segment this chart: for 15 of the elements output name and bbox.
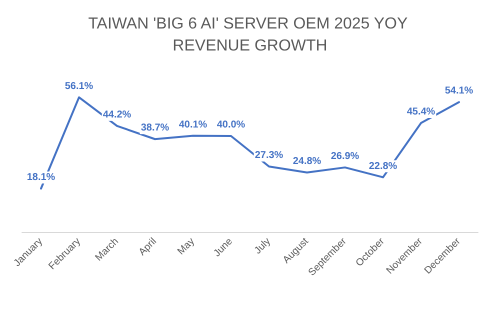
data-label: 18.1% [26,172,56,184]
data-label: 26.9% [330,150,360,162]
data-label: 24.8% [292,156,322,167]
x-tick-label: May [176,236,197,258]
data-label: 22.8% [368,160,398,172]
data-label: 44.2% [102,109,132,120]
data-label: 45.4% [406,106,436,118]
data-label: 40.1% [178,119,208,130]
x-tick-label: July [252,236,273,256]
data-label: 38.7% [140,122,170,134]
data-label: 56.1% [64,80,94,92]
data-label: 27.3% [254,150,284,161]
data-label: 40.0% [216,120,246,130]
chart-title: TAIWAN 'BIG 6 AI' SERVER OEM 2025 YOY REVENUE GROWTH [88,16,412,54]
data-label: 54.1% [444,86,474,97]
